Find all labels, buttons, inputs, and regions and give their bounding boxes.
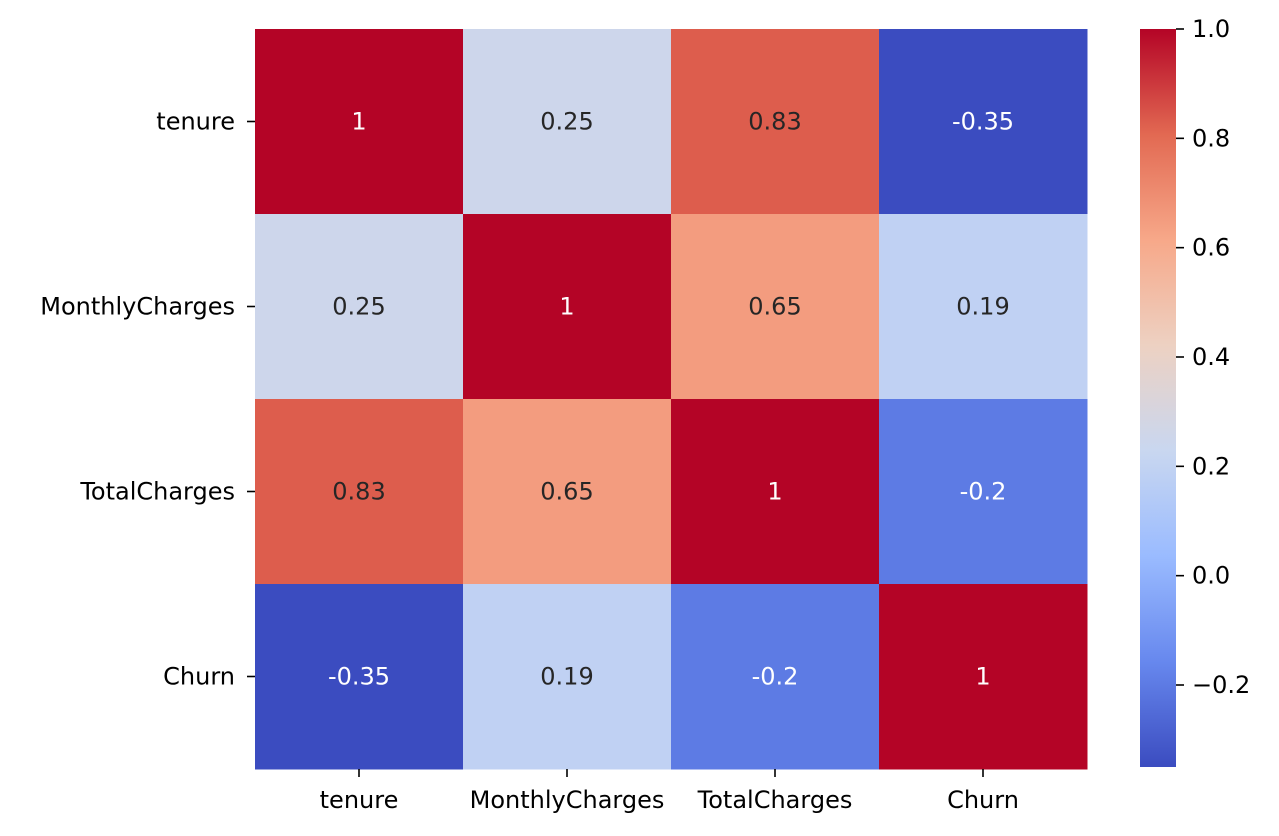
heatmap-cell-0-3: [879, 29, 1088, 215]
cell-annotation-3-2: -0.2: [752, 663, 799, 691]
heatmap-cell-2-2: [671, 399, 880, 585]
heatmap-cell-0-2: [671, 29, 880, 215]
heatmap-cell-3-0: [255, 584, 464, 770]
heatmap-cell-0-0: [255, 29, 464, 215]
heatmap-cell-1-3: [879, 214, 1088, 400]
cell-annotation-0-1: 0.25: [540, 108, 593, 136]
y-tick-label-3: Churn: [163, 663, 235, 691]
cell-annotation-0-2: 0.83: [748, 108, 801, 136]
cell-annotation-1-1: 1: [559, 293, 574, 321]
heatmap-cell-3-2: [671, 584, 880, 770]
cell-annotation-1-3: 0.19: [956, 293, 1009, 321]
colorbar-tick-label-0: 1.0: [1192, 15, 1230, 43]
y-axis: tenure MonthlyCharges TotalCharges Churn: [40, 108, 255, 691]
colorbar: 1.0 0.8 0.6 0.4 0.2 0.0 −0.2: [1140, 15, 1250, 767]
heatmap-cell-1-2: [671, 214, 880, 400]
heatmap-cell-2-0: [255, 399, 464, 585]
cell-annotation-3-3: 1: [975, 663, 990, 691]
heatmap-cell-3-1: [463, 584, 672, 770]
y-tick-label-1: MonthlyCharges: [40, 293, 235, 321]
x-tick-label-1: MonthlyCharges: [470, 786, 665, 814]
x-tick-label-2: TotalCharges: [697, 786, 853, 814]
colorbar-tick-label-4: 0.2: [1192, 452, 1230, 480]
y-tick-label-0: tenure: [156, 108, 235, 136]
heatmap-cell-1-1: [463, 214, 672, 400]
heatmap-cell-2-1: [463, 399, 672, 585]
cell-annotation-2-3: -0.2: [960, 478, 1007, 506]
heatmap-cell-1-0: [255, 214, 464, 400]
cell-annotation-1-2: 0.65: [748, 293, 801, 321]
cell-annotation-0-3: -0.35: [952, 108, 1014, 136]
cell-annotation-2-1: 0.65: [540, 478, 593, 506]
colorbar-tick-label-2: 0.6: [1192, 234, 1230, 262]
cell-annotation-3-0: -0.35: [328, 663, 390, 691]
heatmap-cell-2-3: [879, 399, 1088, 585]
cell-annotation-2-2: 1: [767, 478, 782, 506]
colorbar-tick-label-3: 0.4: [1192, 343, 1230, 371]
heatmap-cell-0-1: [463, 29, 672, 215]
heatmap-cells: [255, 29, 1088, 770]
colorbar-tick-label-1: 0.8: [1192, 124, 1230, 152]
cell-annotation-1-0: 0.25: [332, 293, 385, 321]
heatmap-cell-3-3: [879, 584, 1088, 770]
x-tick-label-0: tenure: [320, 786, 399, 814]
colorbar-tick-label-6: −0.2: [1192, 671, 1250, 699]
x-axis: tenure MonthlyCharges TotalCharges Churn: [320, 769, 1019, 814]
y-tick-label-2: TotalCharges: [79, 478, 235, 506]
cell-annotations: 1 0.25 0.83 -0.35 0.25 1 0.65 0.19 0.83 0.65 1 -0.2…: [328, 108, 1014, 691]
cell-annotation-3-1: 0.19: [540, 663, 593, 691]
colorbar-tick-label-5: 0.0: [1192, 562, 1230, 590]
colorbar-gradient: [1140, 29, 1176, 767]
x-tick-label-3: Churn: [947, 786, 1019, 814]
cell-annotation-0-0: 1: [351, 108, 366, 136]
cell-annotation-2-0: 0.83: [332, 478, 385, 506]
